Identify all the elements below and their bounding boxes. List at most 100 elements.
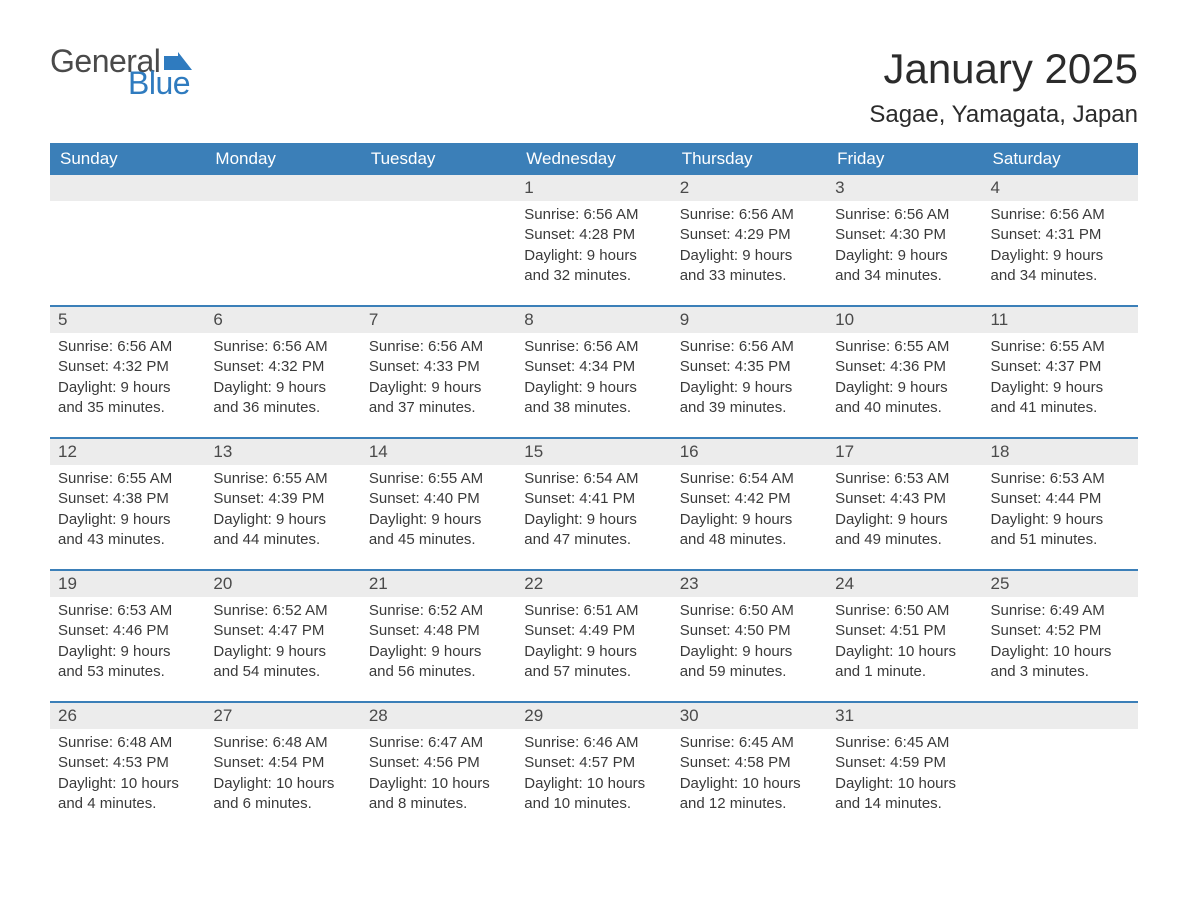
day-dl1: Daylight: 10 hours: [835, 774, 974, 794]
day-details: Sunrise: 6:45 AMSunset: 4:58 PMDaylight:…: [672, 729, 827, 824]
day-number: 19: [50, 571, 205, 597]
day-sunset: Sunset: 4:44 PM: [991, 489, 1130, 509]
day-sunset: Sunset: 4:50 PM: [680, 621, 819, 641]
day-dl2: and 48 minutes.: [680, 530, 819, 550]
day-dl1: Daylight: 9 hours: [524, 510, 663, 530]
day-details: Sunrise: 6:55 AMSunset: 4:39 PMDaylight:…: [205, 465, 360, 560]
day-dl1: Daylight: 9 hours: [524, 246, 663, 266]
day-number: 23: [672, 571, 827, 597]
day-number: 31: [827, 703, 982, 729]
day-number: 13: [205, 439, 360, 465]
day-details: Sunrise: 6:53 AMSunset: 4:44 PMDaylight:…: [983, 465, 1138, 560]
day-sunset: Sunset: 4:40 PM: [369, 489, 508, 509]
day-sunrise: Sunrise: 6:56 AM: [991, 205, 1130, 225]
day-sunset: Sunset: 4:29 PM: [680, 225, 819, 245]
day-dl2: and 3 minutes.: [991, 662, 1130, 682]
day-cell: 8Sunrise: 6:56 AMSunset: 4:34 PMDaylight…: [516, 307, 671, 437]
day-sunset: Sunset: 4:51 PM: [835, 621, 974, 641]
day-sunrise: Sunrise: 6:50 AM: [680, 601, 819, 621]
day-details: Sunrise: 6:56 AMSunset: 4:29 PMDaylight:…: [672, 201, 827, 296]
day-details: Sunrise: 6:48 AMSunset: 4:54 PMDaylight:…: [205, 729, 360, 824]
day-sunrise: Sunrise: 6:53 AM: [835, 469, 974, 489]
day-header: Saturday: [983, 143, 1138, 175]
empty-day-header: [205, 175, 360, 201]
day-details: Sunrise: 6:54 AMSunset: 4:41 PMDaylight:…: [516, 465, 671, 560]
day-dl1: Daylight: 9 hours: [213, 378, 352, 398]
day-sunset: Sunset: 4:30 PM: [835, 225, 974, 245]
day-sunrise: Sunrise: 6:51 AM: [524, 601, 663, 621]
day-sunset: Sunset: 4:31 PM: [991, 225, 1130, 245]
day-sunset: Sunset: 4:54 PM: [213, 753, 352, 773]
week-row: 12Sunrise: 6:55 AMSunset: 4:38 PMDayligh…: [50, 437, 1138, 569]
day-number: 24: [827, 571, 982, 597]
day-dl2: and 37 minutes.: [369, 398, 508, 418]
day-cell: 6Sunrise: 6:56 AMSunset: 4:32 PMDaylight…: [205, 307, 360, 437]
day-sunset: Sunset: 4:33 PM: [369, 357, 508, 377]
day-details: Sunrise: 6:55 AMSunset: 4:36 PMDaylight:…: [827, 333, 982, 428]
day-sunrise: Sunrise: 6:56 AM: [835, 205, 974, 225]
location-text: Sagae, Yamagata, Japan: [869, 101, 1138, 129]
day-dl1: Daylight: 9 hours: [369, 510, 508, 530]
day-sunrise: Sunrise: 6:45 AM: [680, 733, 819, 753]
day-sunrise: Sunrise: 6:50 AM: [835, 601, 974, 621]
day-header: Monday: [205, 143, 360, 175]
day-cell: 1Sunrise: 6:56 AMSunset: 4:28 PMDaylight…: [516, 175, 671, 305]
day-sunrise: Sunrise: 6:55 AM: [213, 469, 352, 489]
empty-day-header: [361, 175, 516, 201]
day-dl2: and 54 minutes.: [213, 662, 352, 682]
calendar: SundayMondayTuesdayWednesdayThursdayFrid…: [50, 143, 1138, 833]
day-sunset: Sunset: 4:57 PM: [524, 753, 663, 773]
day-dl2: and 39 minutes.: [680, 398, 819, 418]
day-dl1: Daylight: 9 hours: [680, 378, 819, 398]
day-sunset: Sunset: 4:59 PM: [835, 753, 974, 773]
day-cell: 19Sunrise: 6:53 AMSunset: 4:46 PMDayligh…: [50, 571, 205, 701]
day-details: Sunrise: 6:50 AMSunset: 4:50 PMDaylight:…: [672, 597, 827, 692]
day-dl2: and 10 minutes.: [524, 794, 663, 814]
day-dl1: Daylight: 10 hours: [524, 774, 663, 794]
day-dl2: and 34 minutes.: [991, 266, 1130, 286]
day-cell: 3Sunrise: 6:56 AMSunset: 4:30 PMDaylight…: [827, 175, 982, 305]
day-cell: 17Sunrise: 6:53 AMSunset: 4:43 PMDayligh…: [827, 439, 982, 569]
day-sunrise: Sunrise: 6:55 AM: [369, 469, 508, 489]
day-header: Tuesday: [361, 143, 516, 175]
day-cell: [50, 175, 205, 305]
day-number: 22: [516, 571, 671, 597]
day-number: 18: [983, 439, 1138, 465]
day-number: 12: [50, 439, 205, 465]
day-number: 10: [827, 307, 982, 333]
day-sunset: Sunset: 4:58 PM: [680, 753, 819, 773]
day-details: Sunrise: 6:56 AMSunset: 4:31 PMDaylight:…: [983, 201, 1138, 296]
day-sunrise: Sunrise: 6:56 AM: [524, 337, 663, 357]
day-dl1: Daylight: 9 hours: [835, 378, 974, 398]
day-details: Sunrise: 6:55 AMSunset: 4:38 PMDaylight:…: [50, 465, 205, 560]
day-sunset: Sunset: 4:56 PM: [369, 753, 508, 773]
day-cell: 7Sunrise: 6:56 AMSunset: 4:33 PMDaylight…: [361, 307, 516, 437]
day-sunrise: Sunrise: 6:56 AM: [680, 337, 819, 357]
day-number: 6: [205, 307, 360, 333]
day-sunset: Sunset: 4:52 PM: [991, 621, 1130, 641]
day-dl1: Daylight: 9 hours: [369, 378, 508, 398]
day-number: 5: [50, 307, 205, 333]
day-sunrise: Sunrise: 6:54 AM: [680, 469, 819, 489]
day-cell: 29Sunrise: 6:46 AMSunset: 4:57 PMDayligh…: [516, 703, 671, 833]
day-dl1: Daylight: 9 hours: [991, 378, 1130, 398]
day-sunrise: Sunrise: 6:53 AM: [991, 469, 1130, 489]
day-cell: 23Sunrise: 6:50 AMSunset: 4:50 PMDayligh…: [672, 571, 827, 701]
day-dl2: and 56 minutes.: [369, 662, 508, 682]
day-number: 15: [516, 439, 671, 465]
day-header: Friday: [827, 143, 982, 175]
day-cell: 14Sunrise: 6:55 AMSunset: 4:40 PMDayligh…: [361, 439, 516, 569]
day-details: Sunrise: 6:53 AMSunset: 4:46 PMDaylight:…: [50, 597, 205, 692]
calendar-body: 1Sunrise: 6:56 AMSunset: 4:28 PMDaylight…: [50, 175, 1138, 833]
day-number: 2: [672, 175, 827, 201]
logo: General Blue: [50, 45, 192, 99]
day-sunrise: Sunrise: 6:55 AM: [991, 337, 1130, 357]
day-dl2: and 53 minutes.: [58, 662, 197, 682]
day-details: Sunrise: 6:49 AMSunset: 4:52 PMDaylight:…: [983, 597, 1138, 692]
day-number: 9: [672, 307, 827, 333]
day-details: Sunrise: 6:51 AMSunset: 4:49 PMDaylight:…: [516, 597, 671, 692]
day-header: Wednesday: [516, 143, 671, 175]
day-dl1: Daylight: 10 hours: [58, 774, 197, 794]
day-details: Sunrise: 6:54 AMSunset: 4:42 PMDaylight:…: [672, 465, 827, 560]
day-details: Sunrise: 6:46 AMSunset: 4:57 PMDaylight:…: [516, 729, 671, 824]
